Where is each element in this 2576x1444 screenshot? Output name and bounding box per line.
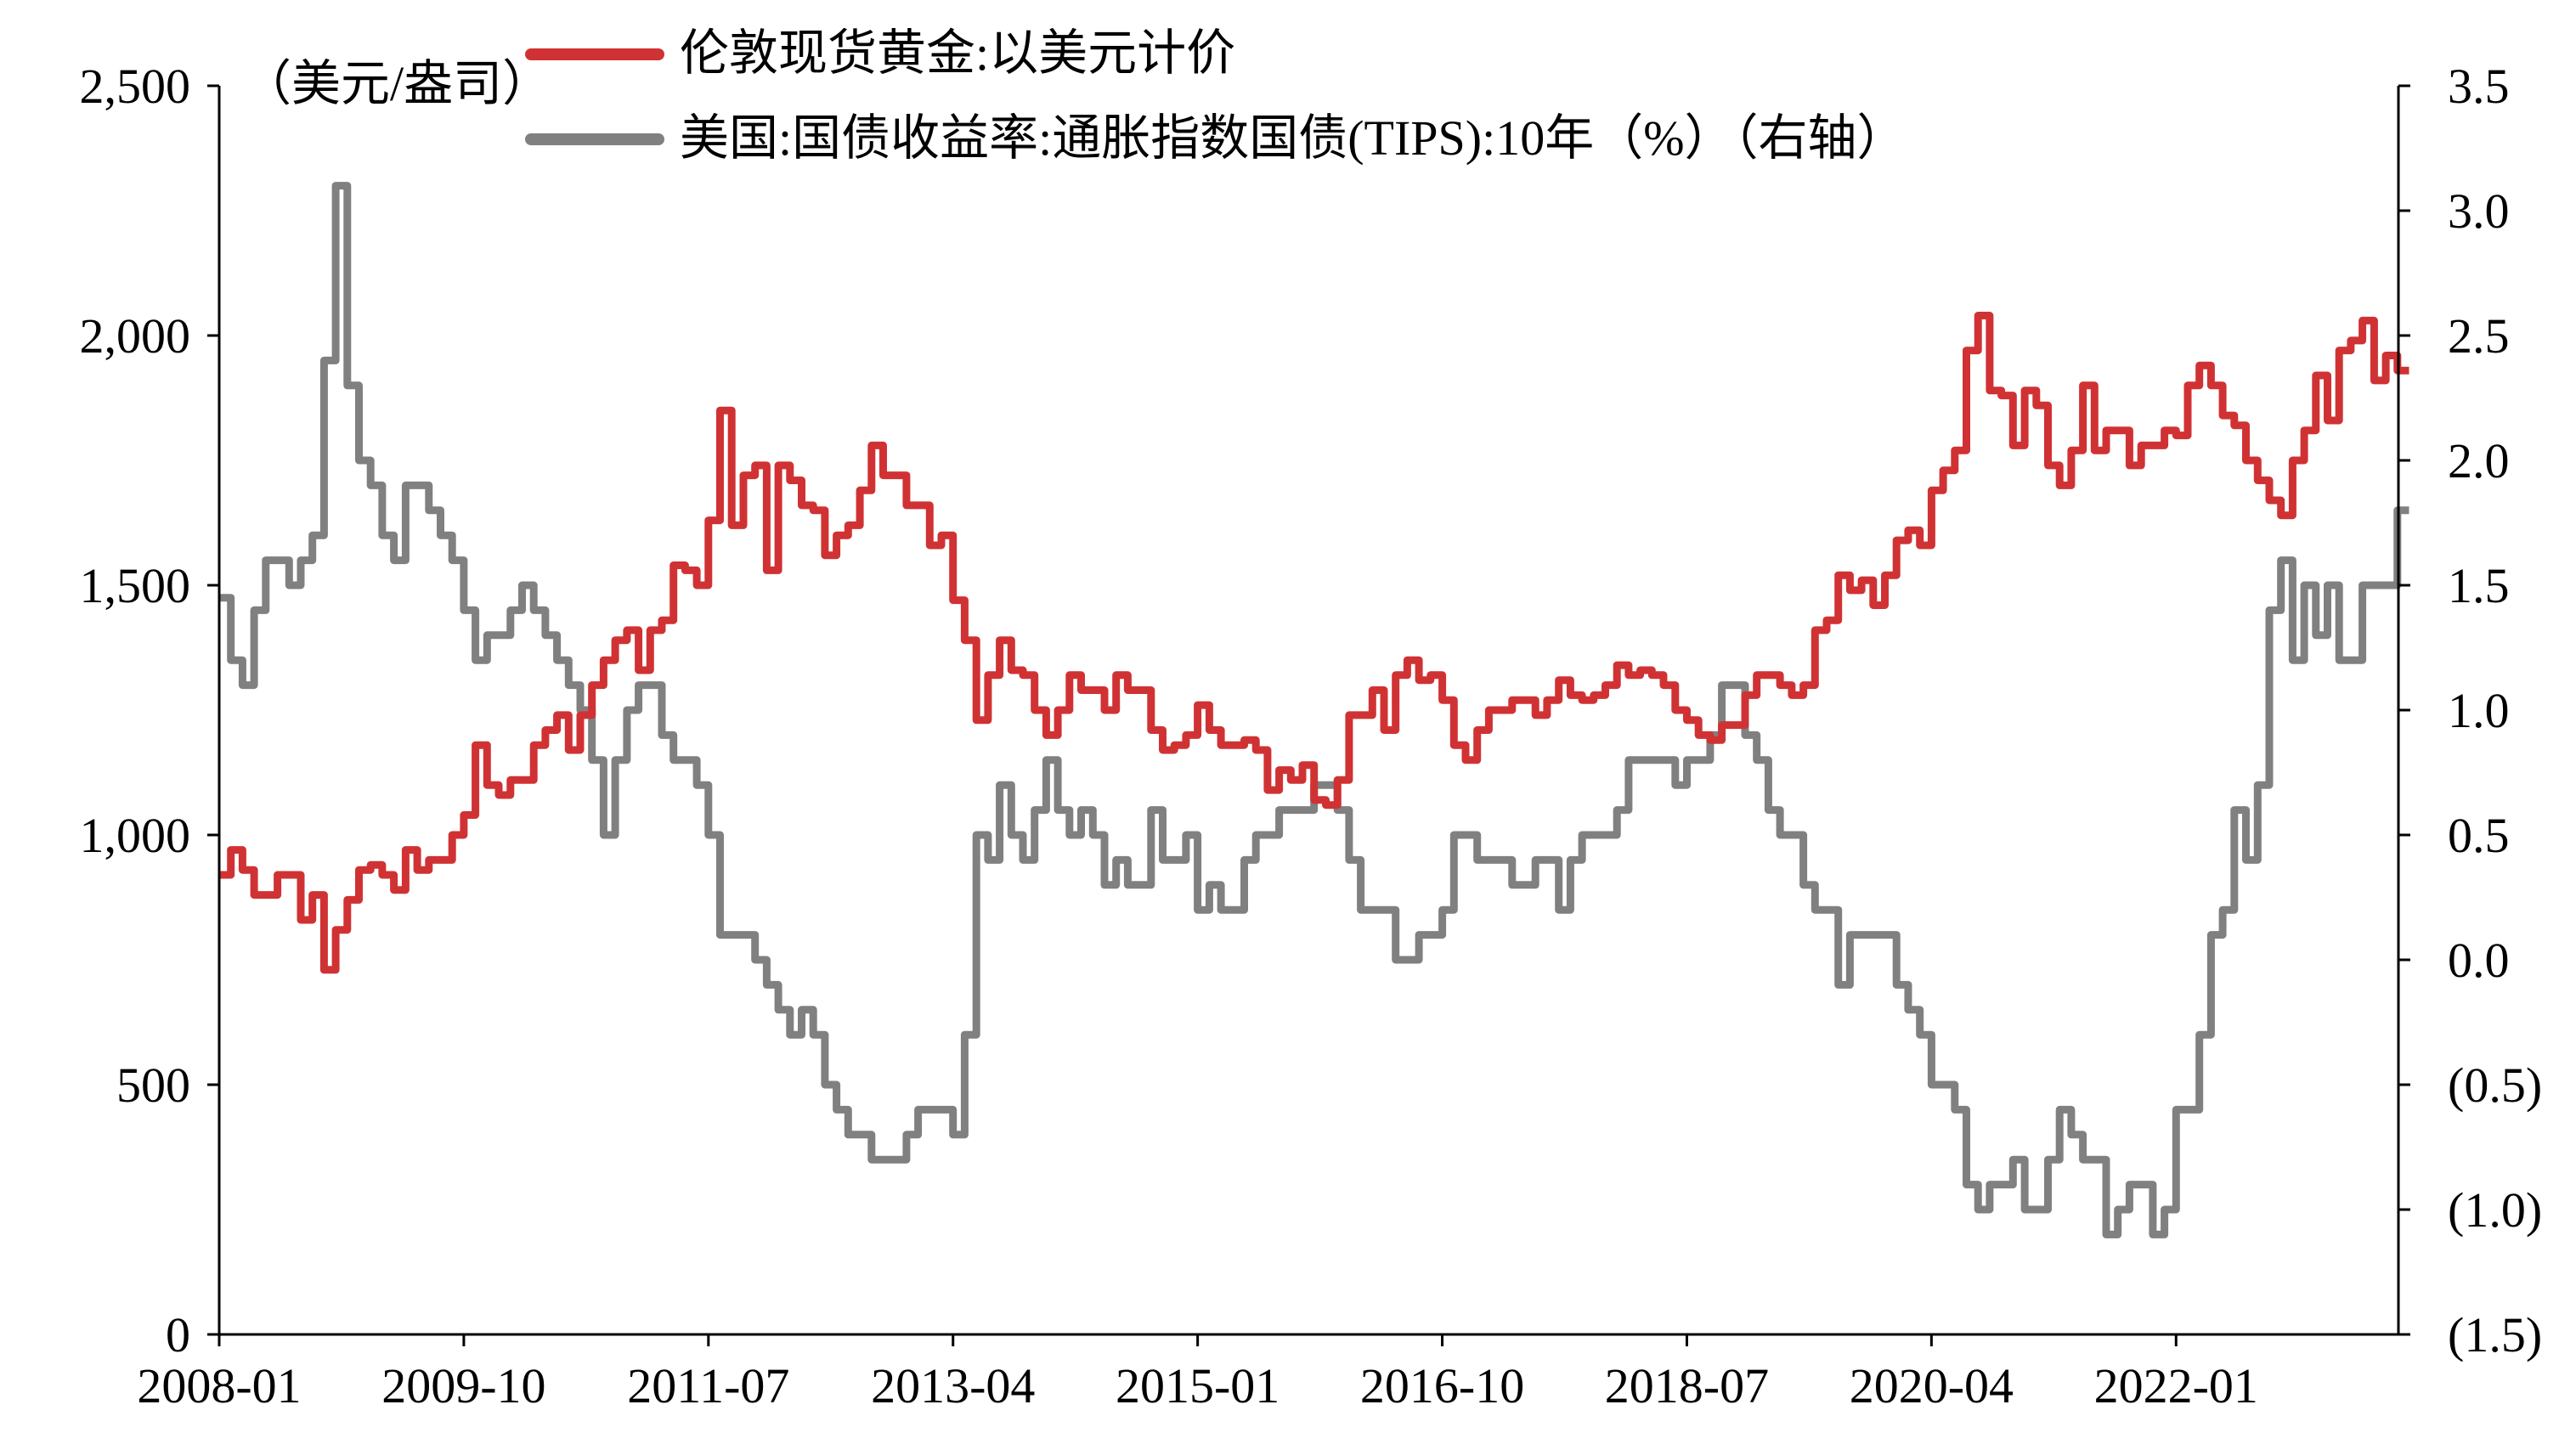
right-tick-label: 0.5: [2448, 808, 2510, 863]
left-tick-label: 2,000: [80, 308, 191, 364]
x-tick-label: 2013-04: [871, 1358, 1035, 1413]
left-axis-unit-label: （美元/盎司）: [242, 56, 551, 111]
axes-layer: 0 500 1,000 1,500 2,000 2,500 (1.5) (1.0) (0.5) 0…: [80, 59, 2543, 1413]
left-tick-label: 1,500: [80, 558, 191, 613]
x-tick-label: 2011-07: [627, 1358, 789, 1413]
legend-label-tips: 美国:国债收益率:通胀指数国债(TIPS):10年（%）（右轴）: [680, 110, 1907, 166]
x-tick-label: 2018-07: [1605, 1358, 1769, 1413]
legend-label-gold: 伦敦现货黄金:以美元计价: [680, 25, 1235, 81]
right-tick-label: 2.5: [2448, 308, 2510, 364]
right-tick-label: 1.5: [2448, 558, 2510, 613]
right-tick-label: 0.0: [2448, 933, 2510, 988]
x-tick-label: 2020-04: [1850, 1358, 2014, 1413]
right-tick-label: 1.0: [2448, 683, 2510, 738]
x-tick-label: 2009-10: [381, 1358, 545, 1413]
right-tick-label: 3.0: [2448, 183, 2510, 239]
legend: 伦敦现货黄金:以美元计价 美国:国债收益率:通胀指数国债(TIPS):10年（%…: [525, 25, 1907, 166]
right-tick-label: 2.0: [2448, 433, 2510, 488]
right-tick-label: (1.5): [2448, 1307, 2542, 1362]
right-tick-label: (1.0): [2448, 1182, 2542, 1238]
right-tick-label: (0.5): [2448, 1058, 2542, 1113]
series-line-tips: [219, 182, 2409, 1238]
series-layer: [219, 182, 2409, 1238]
x-tick-label: 2008-01: [137, 1358, 301, 1413]
left-tick-label: 500: [116, 1058, 190, 1113]
left-tick-label: 2,500: [80, 59, 191, 114]
x-tick-label: 2022-01: [2094, 1358, 2258, 1413]
right-tick-label: 3.5: [2448, 59, 2510, 114]
series-line-gold: [219, 312, 2409, 974]
x-tick-label: 2015-01: [1116, 1358, 1280, 1413]
x-tick-label: 2016-10: [1360, 1358, 1524, 1413]
left-tick-label: 1,000: [80, 808, 191, 863]
left-tick-label: 0: [166, 1307, 190, 1362]
